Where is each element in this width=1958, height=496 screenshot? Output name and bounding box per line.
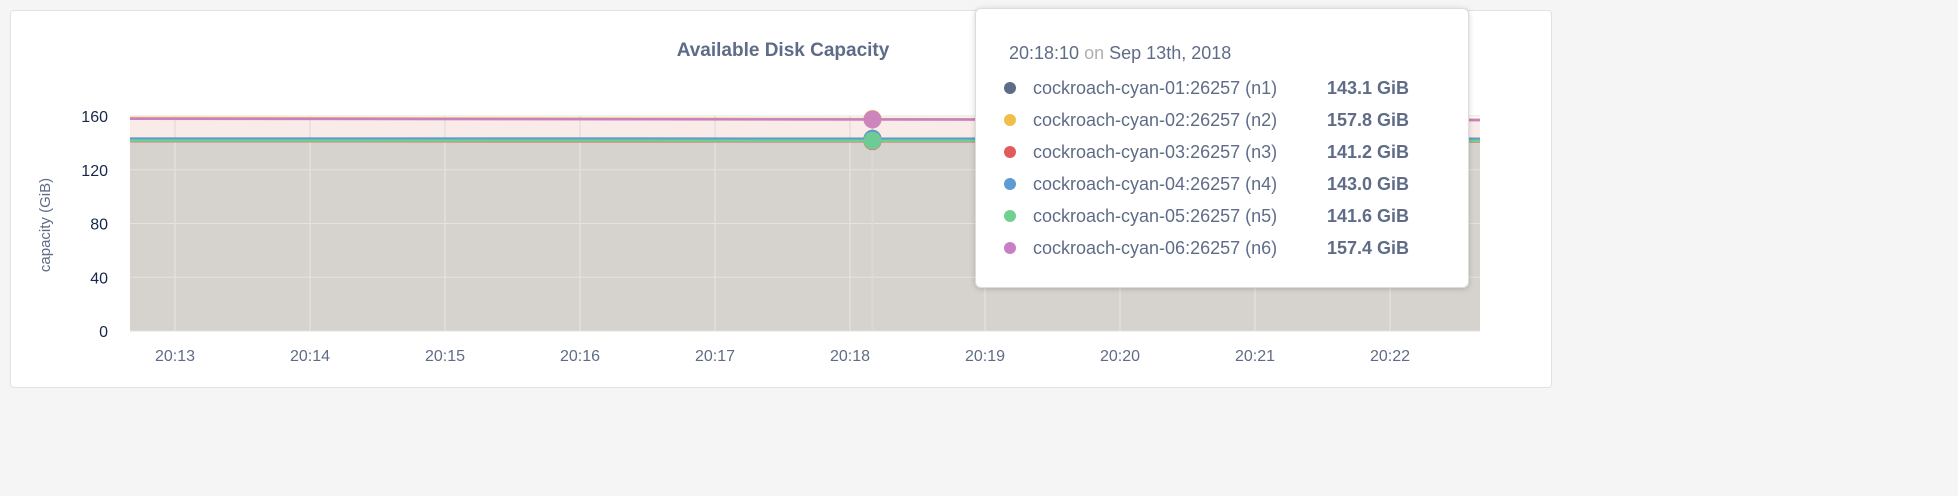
tooltip-series-value: 141.2 GiB	[1327, 141, 1410, 162]
series-color-dot	[1004, 242, 1016, 254]
tooltip-series-value: 157.4 GiB	[1327, 237, 1410, 258]
series-color-dot	[1004, 82, 1016, 94]
x-tick-label: 20:13	[155, 348, 195, 365]
x-tick-label: 20:16	[560, 348, 600, 365]
y-tick-label: 120	[81, 163, 108, 180]
tooltip-date: Sep 13th, 2018	[1109, 43, 1232, 63]
y-tick-label: 40	[90, 270, 108, 287]
tooltip-on: on	[1084, 43, 1105, 63]
tooltip-series-name: cockroach-cyan-05:26257 (n5)	[1033, 205, 1278, 226]
x-tick-label: 20:20	[1100, 348, 1140, 365]
tooltip-series-name: cockroach-cyan-01:26257 (n1)	[1033, 77, 1278, 98]
tooltip-series-name: cockroach-cyan-02:26257 (n2)	[1033, 109, 1278, 130]
x-tick-label: 20:14	[290, 348, 330, 365]
tooltip-series-value: 143.0 GiB	[1327, 173, 1410, 194]
y-tick-label: 80	[90, 217, 108, 234]
tooltip-row: cockroach-cyan-04:26257 (n4) 143.0 GiB	[1004, 172, 1409, 196]
tooltip-series-value: 157.8 GiB	[1327, 109, 1410, 130]
tooltip-header: 20:18:10 on Sep 13th, 2018	[1009, 43, 1231, 64]
x-tick-label: 20:18	[830, 348, 870, 365]
series-color-dot	[1004, 114, 1016, 126]
y-tick-label: 0	[99, 324, 108, 341]
hover-point	[863, 110, 882, 129]
tooltip-series-name: cockroach-cyan-04:26257 (n4)	[1033, 173, 1278, 194]
tooltip-row: cockroach-cyan-05:26257 (n5) 141.6 GiB	[1004, 204, 1409, 228]
series-color-dot	[1004, 210, 1016, 222]
y-axis-label: capacity (GiB)	[37, 178, 54, 272]
series-color-dot	[1004, 178, 1016, 190]
tooltip-series-value: 141.6 GiB	[1327, 205, 1410, 226]
tooltip-row: cockroach-cyan-06:26257 (n6) 157.4 GiB	[1004, 236, 1409, 260]
hover-point	[863, 131, 882, 150]
x-tick-label: 20:19	[965, 348, 1005, 365]
tooltip-row: cockroach-cyan-02:26257 (n2) 157.8 GiB	[1004, 108, 1409, 132]
x-tick-label: 20:22	[1370, 348, 1410, 365]
tooltip-row: cockroach-cyan-03:26257 (n3) 141.2 GiB	[1004, 140, 1409, 164]
tooltip-row: cockroach-cyan-01:26257 (n1) 143.1 GiB	[1004, 76, 1409, 100]
tooltip-time: 20:18:10	[1009, 43, 1080, 63]
tooltip-series-value: 143.1 GiB	[1327, 77, 1410, 98]
chart-title: Available Disk Capacity	[676, 40, 890, 61]
x-tick-label: 20:15	[425, 348, 465, 365]
y-tick-label: 160	[81, 109, 108, 126]
x-tick-label: 20:21	[1235, 348, 1275, 365]
chart-tooltip: 20:18:10 on Sep 13th, 2018 cockroach-cya…	[975, 8, 1469, 288]
tooltip-series-name: cockroach-cyan-06:26257 (n6)	[1033, 237, 1278, 258]
tooltip-series-name: cockroach-cyan-03:26257 (n3)	[1033, 141, 1278, 162]
x-tick-label: 20:17	[695, 348, 735, 365]
series-color-dot	[1004, 146, 1016, 158]
